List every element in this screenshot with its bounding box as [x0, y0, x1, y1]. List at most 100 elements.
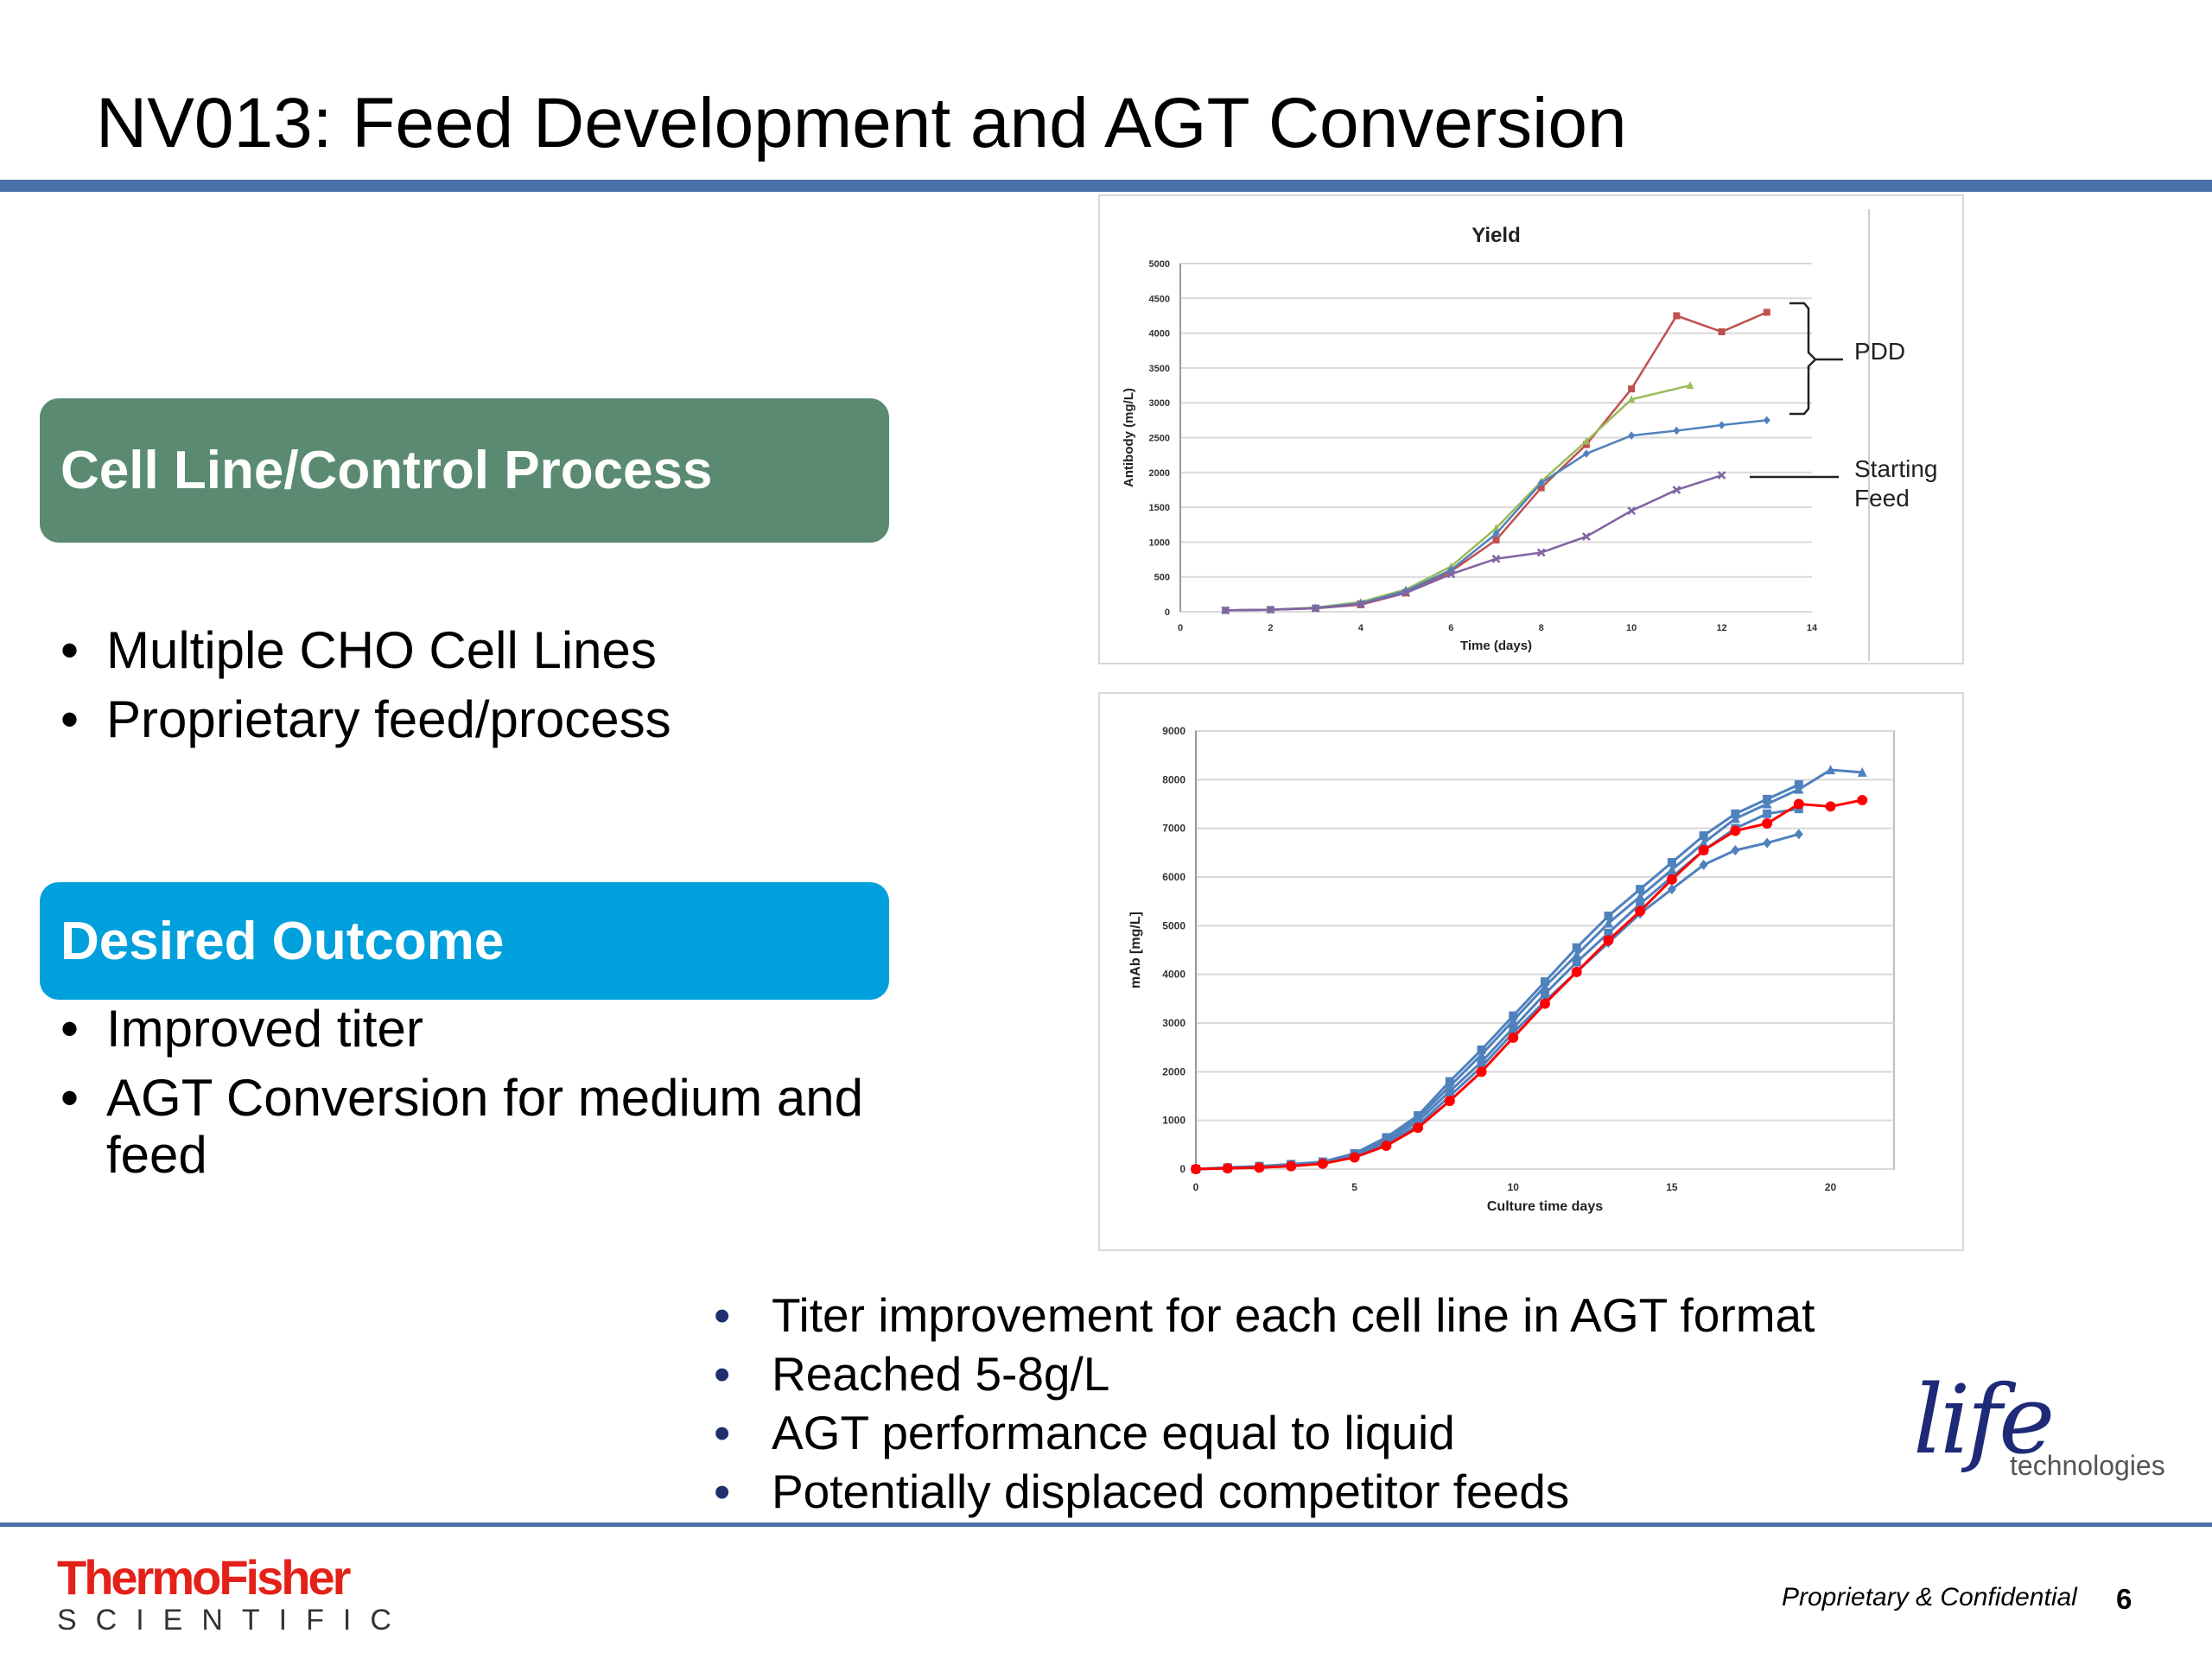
data-point	[1857, 766, 1867, 777]
data-point	[1636, 899, 1645, 908]
y-axis-label: mAb [mg/L]	[1128, 912, 1143, 988]
life-technologies-logo: life technologies	[1913, 1372, 2165, 1482]
y-tick-label: 500	[1154, 573, 1170, 583]
x-tick-label: 0	[1178, 623, 1183, 633]
data-point	[1491, 554, 1501, 563]
data-point	[1717, 471, 1726, 480]
x-tick-label: 10	[1626, 623, 1637, 633]
data-point	[1446, 569, 1456, 579]
confidential-label: Proprietary & Confidential	[1782, 1583, 2077, 1611]
list-item: • Multiple CHO Cell Lines	[40, 616, 904, 685]
data-point	[1762, 818, 1773, 830]
data-point	[1763, 837, 1772, 849]
data-point	[1582, 449, 1590, 458]
data-point	[1582, 436, 1591, 445]
data-point	[1381, 1140, 1392, 1151]
thermo-fisher-logo: ThermoFisher SCIENTIFIC	[57, 1554, 410, 1636]
data-point	[1763, 416, 1770, 425]
starting-label: Starting	[1854, 455, 1938, 482]
data-point	[1492, 536, 1500, 543]
data-point	[1731, 845, 1740, 856]
data-point	[1794, 829, 1803, 840]
series-line	[1195, 832, 1800, 1171]
data-point	[1266, 605, 1275, 614]
y-tick-label: 4000	[1149, 329, 1170, 340]
data-point	[1317, 1158, 1328, 1169]
cell-line-list: • Multiple CHO Cell Lines • Proprietary fe…	[40, 616, 904, 754]
y-tick-label: 2000	[1162, 1065, 1185, 1077]
data-point	[1492, 529, 1500, 538]
data-point	[1540, 981, 1550, 991]
series-line	[1225, 311, 1768, 612]
data-point	[1730, 813, 1740, 823]
data-point	[1541, 989, 1549, 999]
data-point	[1536, 548, 1546, 557]
list-item-text: AGT performance equal to liquid	[772, 1406, 1455, 1459]
data-point	[1604, 928, 1613, 938]
data-point	[1413, 1122, 1424, 1134]
cell-line-box-title: Cell Line/Control Process	[60, 441, 713, 500]
data-point	[1444, 1096, 1455, 1107]
data-point	[1604, 912, 1613, 921]
life-logo-mark: life	[1913, 1364, 2055, 1475]
data-point	[1476, 1066, 1487, 1077]
data-point	[1627, 395, 1636, 404]
bullet-icon: •	[714, 1347, 731, 1401]
bullet-icon: •	[60, 1000, 79, 1058]
data-point	[1222, 1163, 1233, 1174]
data-point	[1794, 784, 1804, 794]
series-line	[1195, 783, 1800, 1171]
data-point	[1667, 864, 1677, 874]
pdd-bracket	[1789, 302, 1817, 416]
yield-chart-svg: 0 500 1000 1500 2000 2500 3000 3500 4000 4500 5000…	[1122, 209, 1870, 661]
data-point	[1628, 431, 1636, 440]
data-point	[1718, 327, 1726, 335]
data-point	[1698, 845, 1709, 856]
list-item-text: AGT Conversion for medium and feed	[106, 1069, 863, 1184]
x-tick-label: 2	[1268, 623, 1273, 633]
data-point	[1603, 935, 1614, 946]
data-point	[1666, 874, 1677, 885]
data-point	[1254, 1162, 1265, 1173]
data-point	[1477, 1049, 1487, 1059]
results-list: • Titer improvement for each cell line in…	[674, 1286, 1970, 1521]
data-point	[1286, 1160, 1297, 1172]
data-point	[1311, 604, 1320, 613]
x-tick-label: 10	[1508, 1181, 1520, 1193]
list-item: • AGT performance equal to liquid	[674, 1403, 1970, 1462]
data-point	[1672, 486, 1681, 494]
bullet-icon: •	[714, 1406, 731, 1459]
x-tick-label: 12	[1716, 623, 1726, 633]
y-tick-label: 2500	[1149, 434, 1170, 444]
x-tick-label: 8	[1539, 623, 1544, 633]
y-tick-label: 1000	[1162, 1115, 1185, 1127]
x-axis-label: Culture time days	[1487, 1199, 1603, 1214]
data-point	[1699, 831, 1708, 841]
list-item: • AGT Conversion for medium and feed	[40, 1070, 904, 1184]
x-tick-label: 6	[1448, 623, 1453, 633]
data-point	[1673, 312, 1681, 320]
list-item: • Proprietary feed/process	[40, 685, 904, 754]
outcome-list: • Improved titer • AGT Conversion for medi…	[40, 1001, 904, 1196]
life-logo-subtext: technologies	[2010, 1450, 2165, 1481]
y-tick-label: 9000	[1162, 725, 1185, 737]
bullet-icon: •	[60, 621, 79, 679]
y-tick-label: 0	[1165, 607, 1170, 618]
series-line	[1225, 419, 1767, 612]
bullet-icon: •	[714, 1288, 731, 1342]
list-item: • Improved titer	[40, 1001, 904, 1058]
y-tick-label: 4000	[1162, 969, 1185, 981]
x-tick-label: 14	[1807, 623, 1818, 633]
data-point	[1825, 801, 1836, 812]
feed-label: Feed	[1854, 485, 1910, 512]
series-line	[1195, 798, 1863, 1171]
y-tick-label: 1500	[1149, 503, 1170, 513]
data-point	[1572, 950, 1582, 960]
bullet-icon: •	[714, 1465, 731, 1518]
x-tick-label: 5	[1351, 1181, 1357, 1193]
data-point	[1730, 825, 1741, 836]
data-point	[1540, 998, 1550, 1009]
y-tick-label: 3000	[1162, 1017, 1185, 1029]
y-tick-label: 3000	[1149, 398, 1170, 409]
data-point	[1508, 1032, 1519, 1043]
